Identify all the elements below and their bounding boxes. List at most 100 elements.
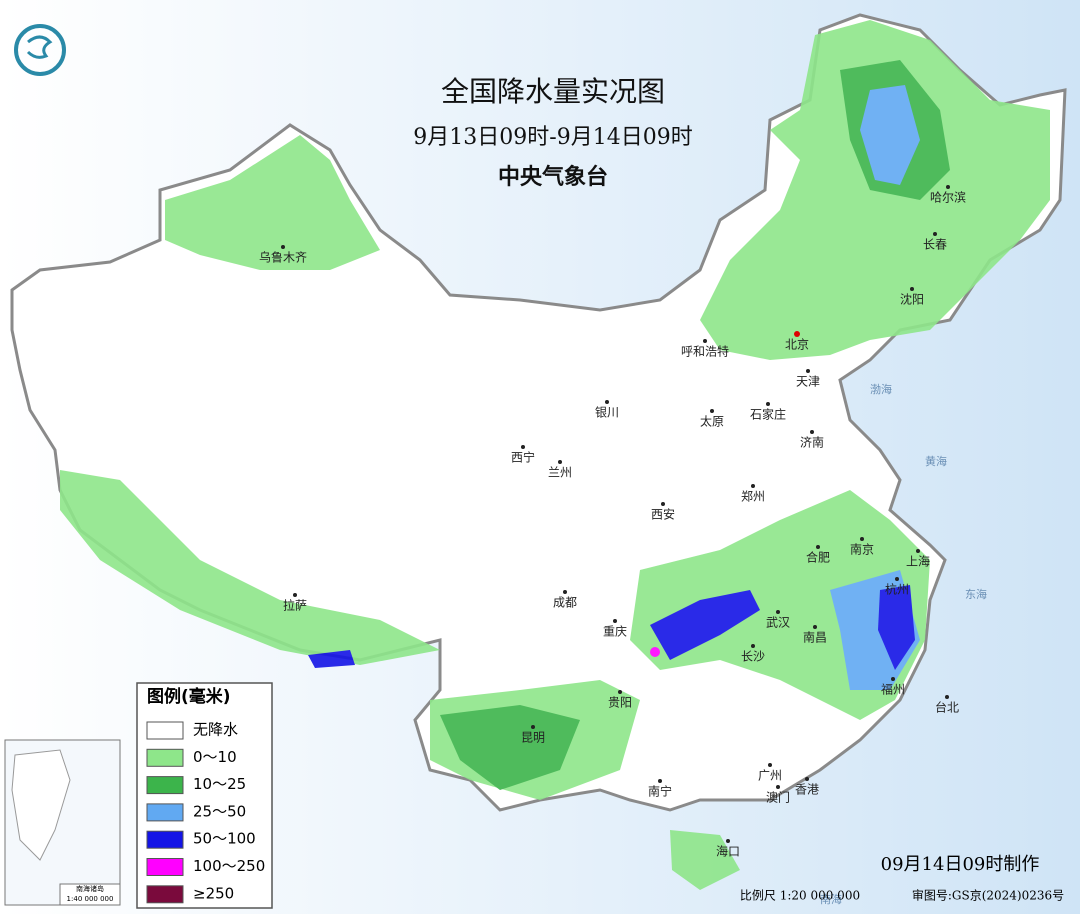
city-dot <box>710 409 714 413</box>
legend-swatch <box>146 803 184 822</box>
city-label: 武汉 <box>766 616 790 630</box>
city-dot <box>766 402 770 406</box>
city-dot <box>726 839 730 843</box>
legend-title: 图例(毫米) <box>147 686 231 707</box>
city-dot <box>613 619 617 623</box>
city-dot <box>895 577 899 581</box>
city-dot <box>531 725 535 729</box>
legend-swatch <box>146 830 184 849</box>
city-dot <box>521 445 525 449</box>
city-dot <box>658 779 662 783</box>
city-label: 福州 <box>881 682 905 697</box>
city-dot <box>293 593 297 597</box>
city-label: 济南 <box>800 435 824 450</box>
inset-caption <box>59 883 121 906</box>
approval: 审图号:GS京(2024)0236号 <box>912 888 1064 903</box>
city-label: 南宁 <box>648 784 672 799</box>
city-label: 台北 <box>935 700 959 715</box>
legend-swatch <box>146 776 184 795</box>
city-dot <box>860 537 864 541</box>
city-dot <box>946 185 950 189</box>
city-dot <box>806 369 810 373</box>
scale: 比例尺 1:20 000 000 <box>740 889 860 903</box>
sea-label: 东海 <box>965 587 987 601</box>
city-label: 合肥 <box>806 550 830 565</box>
city-dot <box>661 502 665 506</box>
city-label: 杭州 <box>885 582 909 597</box>
city-dot <box>605 400 609 404</box>
issued: 09月14日09时制作 <box>881 854 1040 875</box>
city-label: 长春 <box>923 238 947 252</box>
sea-label: 黄海 <box>925 454 947 468</box>
city-dot <box>281 245 285 249</box>
city-dot <box>794 331 800 337</box>
city-dot <box>618 690 622 694</box>
city-dot <box>933 232 937 236</box>
sea-label: 南海 <box>820 892 842 906</box>
legend-label: 25～50 <box>193 802 246 820</box>
city-label: 银川 <box>595 406 619 420</box>
city-label: 昆明 <box>521 731 545 745</box>
city-dot <box>563 590 567 594</box>
rain-areas <box>60 20 1050 890</box>
legend-items: 无降水 0～10 10～25 25～50 50～100 100～250 ≥250 <box>146 721 265 904</box>
city-label: 哈尔滨 <box>930 190 966 205</box>
city-label: 广州 <box>758 769 782 783</box>
city-label: 太原 <box>700 414 724 429</box>
city-dot <box>816 545 820 549</box>
city-dot <box>751 484 755 488</box>
legend-label: 100～250 <box>193 857 265 875</box>
legend-label: ≥250 <box>193 884 234 902</box>
logo <box>14 24 66 76</box>
legend-label: 无降水 <box>193 721 238 739</box>
city-label: 兰州 <box>548 466 572 480</box>
city-label: 海口 <box>716 844 740 859</box>
city-label: 南昌 <box>803 630 827 645</box>
inset-title: 南海诸岛 <box>76 884 104 893</box>
city-dot <box>910 287 914 291</box>
city-label: 乌鲁木齐 <box>259 250 307 265</box>
city-label: 长沙 <box>741 650 765 664</box>
legend-label: 0～10 <box>193 748 237 766</box>
city-label: 上海 <box>906 554 930 569</box>
city-dot <box>776 785 780 789</box>
city-dot <box>813 625 817 629</box>
city-label: 郑州 <box>741 489 765 504</box>
inset-land <box>11 749 71 861</box>
city-label: 澳门 <box>766 790 790 805</box>
city-label: 西宁 <box>511 450 535 465</box>
legend-label: 10～25 <box>193 775 246 793</box>
city-label: 北京 <box>785 338 809 352</box>
city-dot <box>810 430 814 434</box>
city-dot <box>945 695 949 699</box>
city-label: 南京 <box>850 542 874 557</box>
city-dot <box>891 677 895 681</box>
legend-swatch <box>146 721 184 740</box>
legend-swatch <box>146 748 184 767</box>
city-label: 贵阳 <box>608 696 632 710</box>
city-dot <box>805 777 809 781</box>
city-dot <box>703 339 707 343</box>
city-dot <box>751 644 755 648</box>
sea-label: 渤海 <box>870 382 892 396</box>
city-label: 天津 <box>796 375 820 389</box>
city-label: 拉萨 <box>283 598 307 613</box>
city-label: 呼和浩特 <box>681 344 729 359</box>
city-dot <box>776 610 780 614</box>
title: 全国降水量实况图 <box>441 75 665 108</box>
logo-mark <box>26 35 53 59</box>
legend-label: 50～100 <box>193 830 256 848</box>
city-label: 香港 <box>795 783 819 797</box>
legend-swatch <box>146 858 184 876</box>
agency: 中央气象台 <box>498 164 608 190</box>
period: 9月13日09时-9月14日09时 <box>413 125 692 150</box>
legend-swatch <box>146 885 184 904</box>
city-label: 成都 <box>553 596 577 610</box>
city-label: 重庆 <box>603 625 627 639</box>
city-dot <box>768 763 772 767</box>
city-label: 石家庄 <box>750 407 786 422</box>
city-dot <box>916 549 920 553</box>
